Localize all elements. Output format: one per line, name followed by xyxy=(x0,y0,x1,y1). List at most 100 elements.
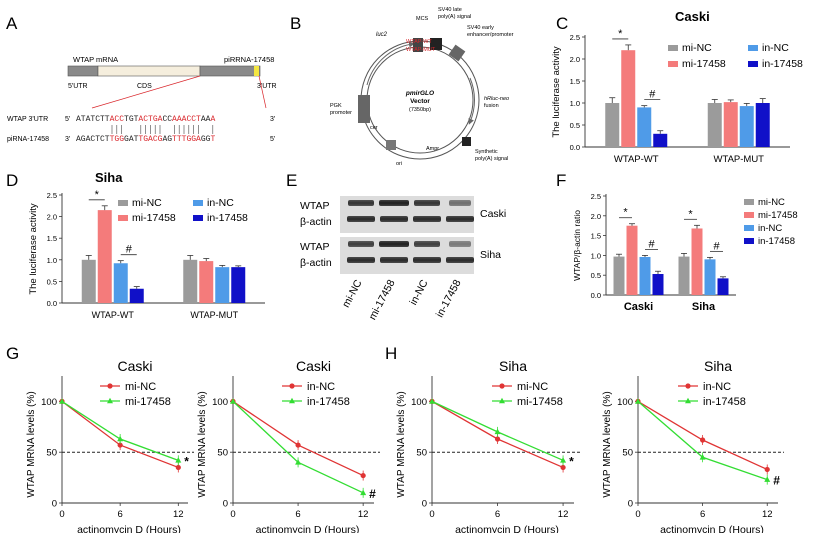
y-tick-label: 2.5 xyxy=(591,192,601,201)
vector-name: pmirGLO xyxy=(405,90,434,97)
vector-label: Vector xyxy=(410,98,430,105)
blot-band xyxy=(380,216,408,222)
group-label: WTAP-MUT xyxy=(714,154,765,165)
bar xyxy=(231,267,246,303)
zoom-line-right xyxy=(258,75,267,109)
sv40-late-block xyxy=(430,38,442,50)
x-tick-label: 0 xyxy=(635,509,640,520)
bar xyxy=(739,106,754,147)
panel-a: A WTAP mRNA piRRNA-17458 5'UTR CDS 3'UTR… xyxy=(6,14,277,144)
chart-c-title: Caski xyxy=(675,9,710,24)
pirna-label: piRRNA-17458 xyxy=(224,55,274,64)
bar xyxy=(653,133,668,147)
chart-f: 0.0 0.5 1.0 1.5 2.0 2.5 WTAP/β-actin ratio Cask… xyxy=(572,192,798,313)
wtap-sequence: ATATCTTACCTGTACTGACCAAACCTAAA xyxy=(76,115,215,124)
x-tick-label: 0 xyxy=(230,509,235,520)
zoom-line-left xyxy=(91,75,201,109)
bar xyxy=(113,263,128,303)
pgk-block xyxy=(358,95,370,123)
legend-swatch xyxy=(744,238,754,244)
lane-label: in-NC xyxy=(407,277,430,307)
sig-mark: * xyxy=(623,207,628,219)
y-axis-label: The luciferase activity xyxy=(551,46,562,138)
blot-band xyxy=(348,241,374,247)
sig-mark: # xyxy=(648,238,655,250)
legend-marker xyxy=(685,397,691,404)
y-tick-label: 0.0 xyxy=(570,143,580,152)
panel-letter-f: F xyxy=(556,171,566,190)
panel-f: F 0.0 0.5 1.0 1.5 2.0 2.5 WTAP/β-actin ratio Ca… xyxy=(556,171,798,313)
panel-letter-e: E xyxy=(286,171,297,190)
blot-band xyxy=(449,241,471,247)
y-tick-label: 2.5 xyxy=(570,33,580,42)
mrna-label: WTAP mRNA xyxy=(73,55,118,64)
legend-swatch xyxy=(668,45,678,51)
x-tick-label: 12 xyxy=(358,509,369,520)
group-label: Caski xyxy=(624,301,653,313)
synthetic-label: Synthetic xyxy=(475,149,498,155)
cds-label: CDS xyxy=(137,83,152,90)
legend-label: mi-17458 xyxy=(517,396,563,408)
bar xyxy=(605,103,620,147)
siha-wtap-row-label: WTAP xyxy=(300,241,330,253)
blot-band xyxy=(446,257,474,263)
bar xyxy=(81,259,96,303)
bar xyxy=(707,103,722,147)
legend-label: in-17458 xyxy=(307,396,350,408)
wtap-wt-label: WTAP-WT xyxy=(406,39,433,45)
panel-d: D Siha 0.0 0.5 1.0 1.5 2.0 2.5 The luciferase … xyxy=(6,170,265,320)
lane-label: mi-NC xyxy=(340,277,365,309)
fusion-label: fusion xyxy=(484,103,499,109)
bar xyxy=(129,288,144,303)
y-tick-label: 0 xyxy=(422,499,427,510)
bar xyxy=(691,228,703,295)
legend-label: mi-17458 xyxy=(758,210,798,221)
bar xyxy=(183,259,198,303)
bar xyxy=(678,256,690,295)
blot-siha-label: Siha xyxy=(480,249,501,261)
x-tick-label: 6 xyxy=(118,509,123,520)
y-tick-label: 0.5 xyxy=(47,277,57,286)
bar xyxy=(652,274,664,295)
chart-g2: Caski 0 50 100 0 6 12 actinomycin D (Hours) WTAP… xyxy=(197,358,380,533)
sig-mark: * xyxy=(569,454,574,468)
pirna-seq-prefix: piRNA-17458 xyxy=(7,136,49,143)
blot-band xyxy=(413,216,441,222)
blot-band xyxy=(380,257,408,263)
legend-marker xyxy=(289,397,295,404)
group-label: Siha xyxy=(692,301,716,313)
y-tick-label: 50 xyxy=(217,448,228,459)
sig-mark: * xyxy=(95,189,100,201)
blot-band xyxy=(379,241,409,247)
cds-region xyxy=(97,65,201,77)
binding-site-marker xyxy=(254,66,259,76)
y-tick-label: 100 xyxy=(41,397,57,408)
y-tick-label: 50 xyxy=(622,448,633,459)
panel-g: G Caski 0 50 100 0 6 12 actinomycin D (Hours) WT… xyxy=(6,344,380,533)
sig-mark: # xyxy=(126,244,133,256)
synthetic-polya-block xyxy=(462,137,471,146)
panel-b: B MCS WTAP-WT WTAP-MUT SV40 late poly(A)… xyxy=(290,7,514,167)
blot-band xyxy=(414,241,440,247)
hrluc-label: hRluc-neo xyxy=(484,96,509,102)
legend-label: mi-NC xyxy=(125,381,156,393)
x-tick-label: 12 xyxy=(762,509,773,520)
legend-swatch xyxy=(668,61,678,67)
x-tick-label: 0 xyxy=(59,509,64,520)
y-tick-label: 1.0 xyxy=(591,251,601,260)
legend-swatch xyxy=(193,200,203,206)
data-point xyxy=(59,398,65,404)
legend-label: in-17458 xyxy=(762,58,803,70)
y-tick-label: 0.5 xyxy=(570,121,580,130)
legend-label: in-NC xyxy=(762,42,789,54)
siha-actin-row-label: β-actin xyxy=(300,257,332,269)
y-axis-label: WTAP MRNA levels (%) xyxy=(602,391,613,497)
y-tick-label: 100 xyxy=(617,397,633,408)
legend-label: in-NC xyxy=(207,197,234,209)
x-tick-label: 6 xyxy=(495,509,500,520)
panel-e: E WTAP β-actin WTAP β-actin Caski Siha m… xyxy=(286,171,506,322)
synthetic-polya-label: poly(A) signal xyxy=(475,156,508,162)
legend-label: in-NC xyxy=(703,381,731,393)
bar xyxy=(613,256,625,295)
legend-swatch xyxy=(748,45,758,51)
